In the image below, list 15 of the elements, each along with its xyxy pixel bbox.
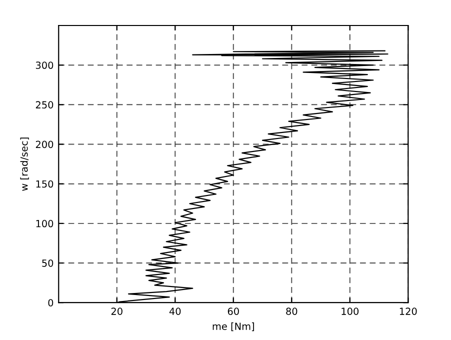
y-tick-label: 0 [48,299,54,306]
y-tick-label: 300 [36,62,54,69]
y-axis-title: w [rad/sec] [20,138,29,191]
y-tick-label: 250 [36,101,54,109]
x-tick-label: 120 [400,308,417,315]
y-tick-label: 50 [42,259,54,267]
x-tick-label: 40 [169,308,181,315]
x-tick-label: 100 [342,308,359,315]
x-tick-label: 20 [111,308,122,315]
x-axis-title: me [Nm] [212,322,254,332]
x-tick-label: 60 [228,308,239,315]
y-tick-label: 200 [36,140,54,148]
y-tick-label: 150 [36,180,54,188]
x-tick-label: 80 [286,308,298,315]
y-tick-label: 100 [36,220,54,228]
